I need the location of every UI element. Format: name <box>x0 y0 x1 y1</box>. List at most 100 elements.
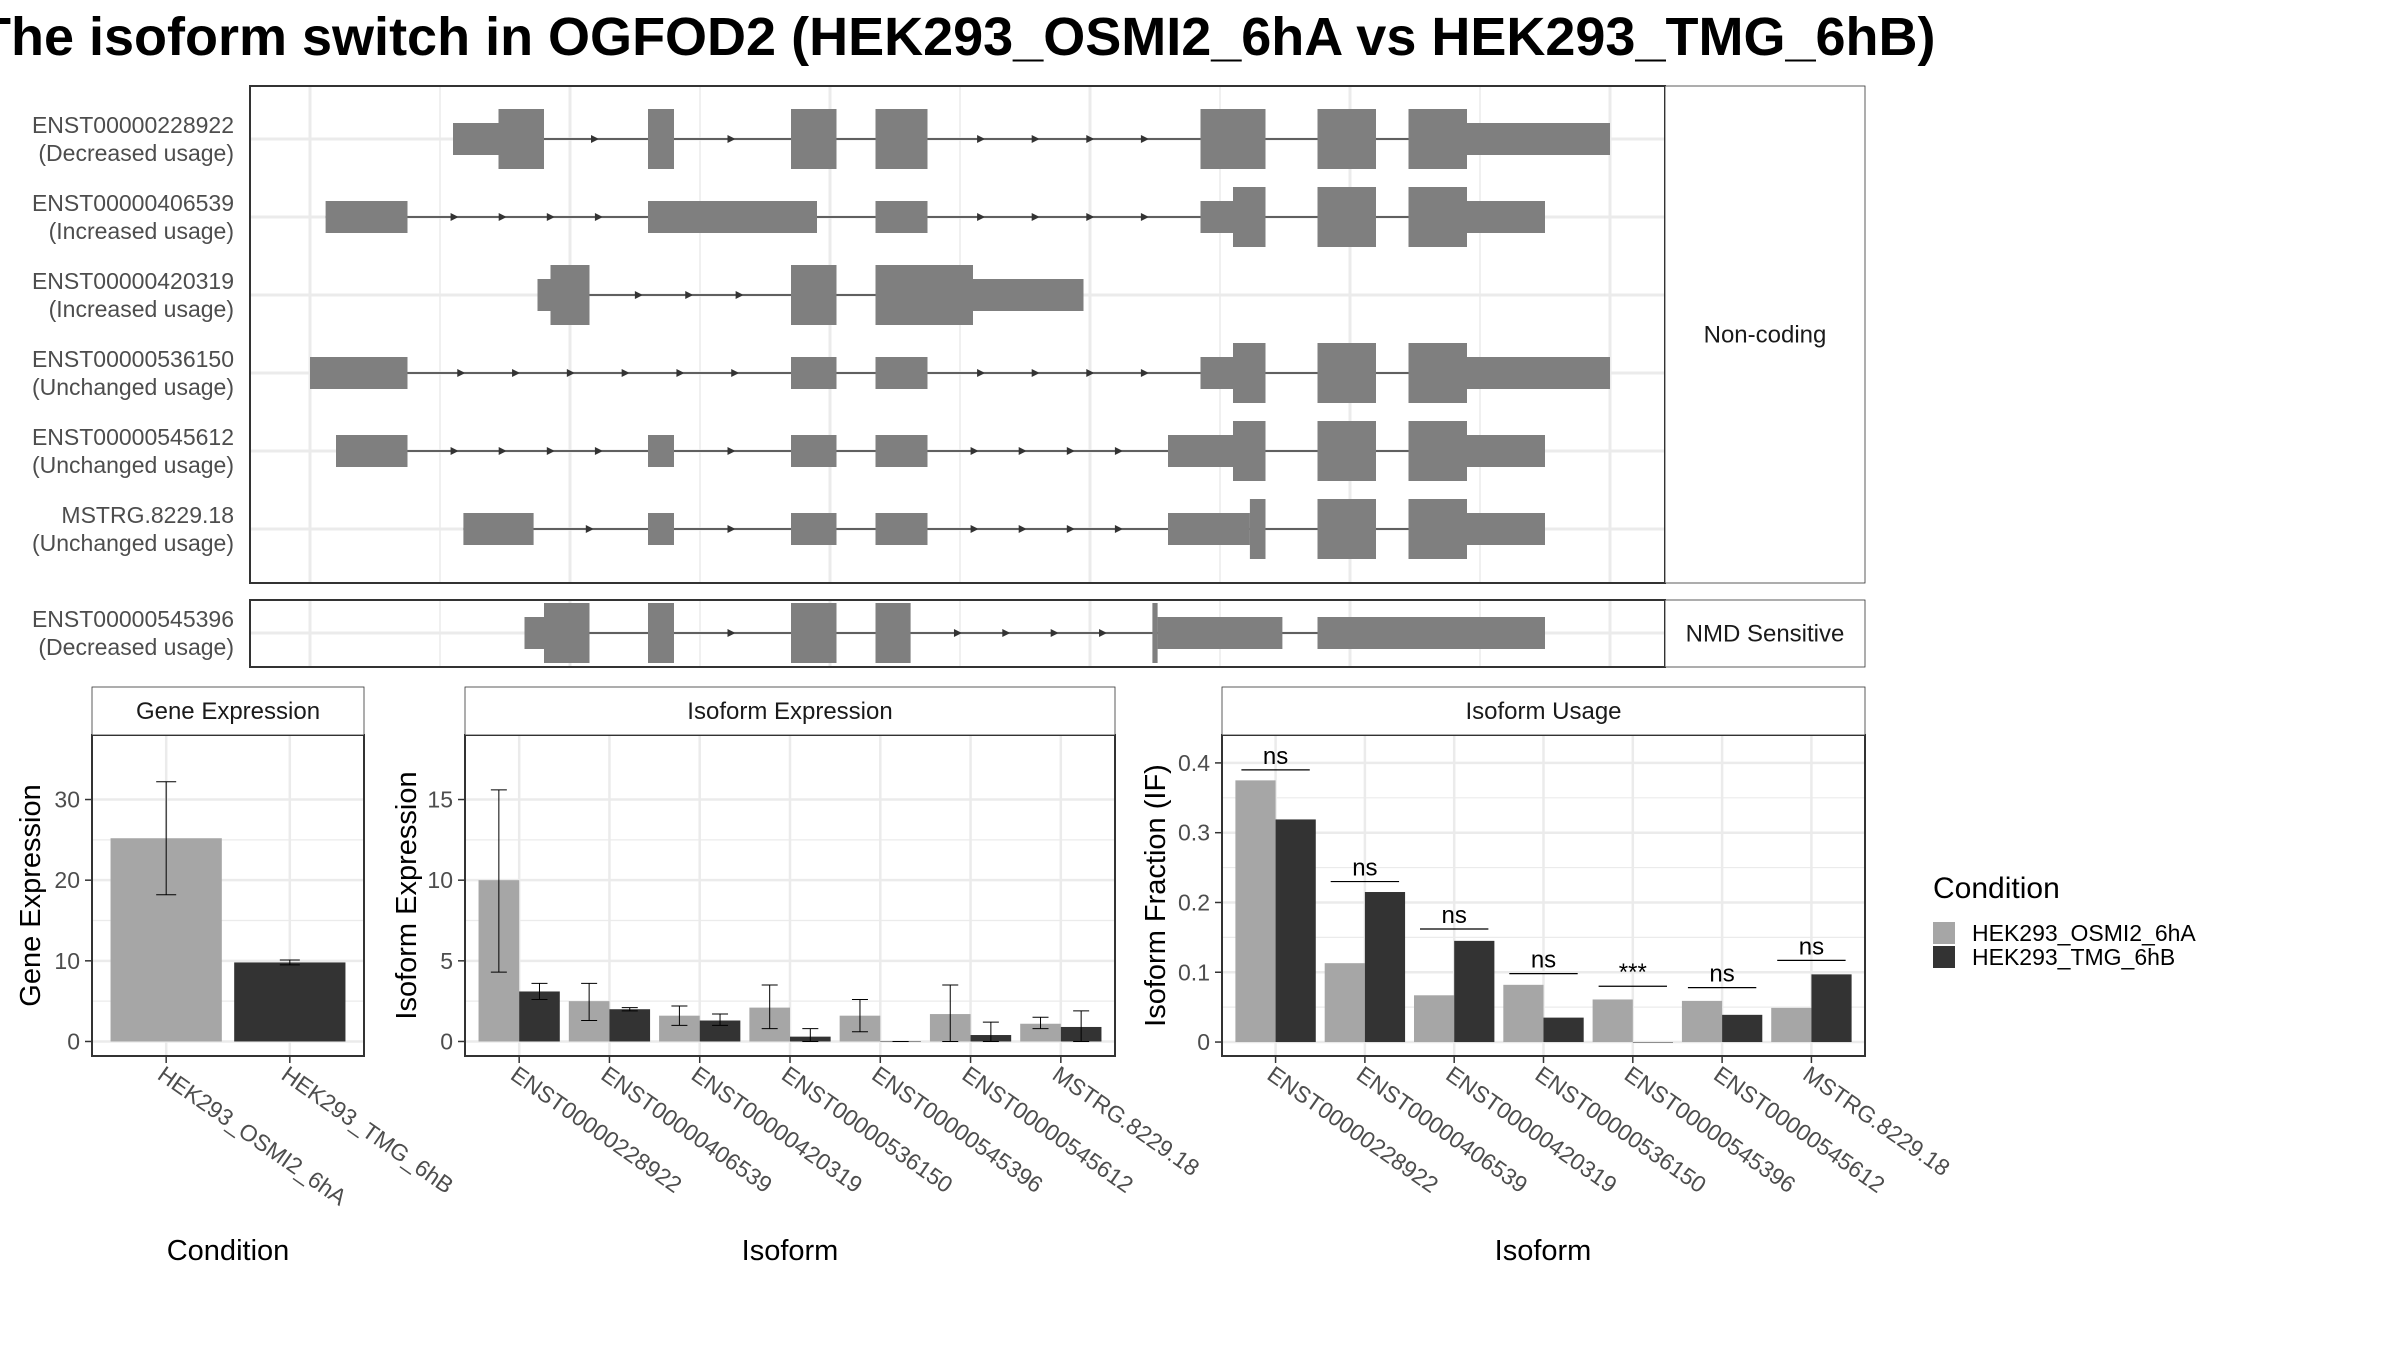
exon <box>1317 187 1376 247</box>
panel-title: Gene Expression <box>136 698 320 725</box>
y-tick-label: 0.4 <box>1178 750 1210 776</box>
exon <box>1200 357 1233 389</box>
exon <box>1408 421 1467 481</box>
strand-arrow <box>585 525 594 533</box>
significance-label: ns <box>1709 961 1734 988</box>
transcript-usage: (Decreased usage) <box>38 140 234 166</box>
y-tick-label: 0 <box>440 1028 453 1054</box>
y-tick-label: 15 <box>427 787 453 813</box>
strand-arrow <box>953 629 962 637</box>
facet-label: NMD Sensitive <box>1686 621 1845 648</box>
transcript-id: ENST00000545396 <box>32 606 234 632</box>
exon <box>453 123 499 155</box>
strand-arrow <box>450 447 459 455</box>
legend-label: HEK293_TMG_6hB <box>1972 944 2175 970</box>
transcript-usage: (Unchanged usage) <box>32 452 234 478</box>
strand-arrow <box>546 447 555 455</box>
exon <box>1408 499 1467 559</box>
bar <box>234 962 346 1042</box>
strand-arrow <box>1114 525 1123 533</box>
y-tick-label: 0.2 <box>1178 889 1210 915</box>
y-axis-title: Isoform Fraction (IF) <box>1140 764 1172 1027</box>
x-axis-title: Condition <box>167 1235 290 1267</box>
strand-arrow <box>594 447 603 455</box>
exon <box>325 201 408 233</box>
exon <box>791 109 837 169</box>
exon <box>498 109 544 169</box>
legend-swatch <box>1933 922 1955 944</box>
strand-arrow <box>977 135 986 143</box>
strand-arrow <box>727 135 736 143</box>
exon <box>791 357 837 389</box>
transcript-usage: (Increased usage) <box>49 296 234 322</box>
significance-label: ns <box>1442 902 1467 929</box>
transcript-usage: (Unchanged usage) <box>32 374 234 400</box>
strand-arrow <box>498 447 507 455</box>
strand-arrow <box>1140 213 1149 221</box>
x-tick-label: MSTRG.8229.18 <box>1048 1061 1204 1181</box>
facet-strip <box>1221 686 1866 736</box>
strand-arrow <box>1050 629 1059 637</box>
exon <box>973 279 1084 311</box>
strand-arrow <box>685 291 694 299</box>
transcript-usage: (Unchanged usage) <box>32 530 234 556</box>
exon <box>524 617 544 649</box>
strand-arrow <box>1086 369 1095 377</box>
bar <box>1324 963 1365 1043</box>
facet-strip <box>91 686 365 736</box>
y-tick-label: 10 <box>54 948 80 974</box>
strand-arrow <box>727 525 736 533</box>
exon <box>875 357 928 389</box>
exon <box>1317 109 1376 169</box>
exon <box>875 109 928 169</box>
bar <box>1632 1042 1673 1043</box>
strand-arrow <box>1086 135 1095 143</box>
facet-label: Non-coding <box>1704 322 1827 349</box>
bar <box>1364 892 1406 1043</box>
exon <box>791 513 837 545</box>
exon <box>1317 343 1376 403</box>
strand-arrow <box>1066 447 1075 455</box>
facet-strip <box>1664 85 1866 584</box>
y-tick-label: 0 <box>1197 1029 1210 1055</box>
strand-arrow <box>731 369 740 377</box>
x-axis-title: Isoform <box>742 1235 839 1267</box>
exon <box>1317 421 1376 481</box>
bar <box>1722 1014 1763 1043</box>
panel-title: Isoform Expression <box>687 698 892 725</box>
exon <box>1233 187 1266 247</box>
strand-arrow <box>676 369 685 377</box>
strand-arrow <box>457 369 466 377</box>
bar <box>1543 1017 1584 1043</box>
y-axis-title: Gene Expression <box>15 784 47 1006</box>
exon <box>1467 123 1610 155</box>
exon <box>648 603 674 663</box>
exon <box>791 435 837 467</box>
exon <box>1200 201 1233 233</box>
legend-title: Condition <box>1933 872 2060 905</box>
bar <box>1235 780 1276 1043</box>
y-tick-label: 10 <box>427 867 453 893</box>
x-axis-title: Isoform <box>1495 1235 1592 1267</box>
y-tick-label: 20 <box>54 867 80 893</box>
exon <box>544 603 590 663</box>
facet-strip <box>1664 599 1866 668</box>
exon <box>550 265 590 325</box>
strand-arrow <box>970 447 979 455</box>
exon <box>875 513 928 545</box>
y-axis-title: Isoform Expression <box>391 771 423 1019</box>
exon <box>791 265 837 325</box>
transcript-id: ENST00000545612 <box>32 424 234 450</box>
exon <box>1168 435 1233 467</box>
exon <box>1467 357 1610 389</box>
exon <box>1467 513 1545 545</box>
bar <box>1020 1023 1061 1042</box>
y-tick-label: 30 <box>54 787 80 813</box>
exon <box>1157 617 1283 649</box>
exon <box>875 201 928 233</box>
y-tick-label: 5 <box>440 948 453 974</box>
strand-arrow <box>1031 369 1040 377</box>
strand-arrow <box>1018 447 1027 455</box>
exon <box>1317 499 1376 559</box>
exon <box>1408 343 1467 403</box>
